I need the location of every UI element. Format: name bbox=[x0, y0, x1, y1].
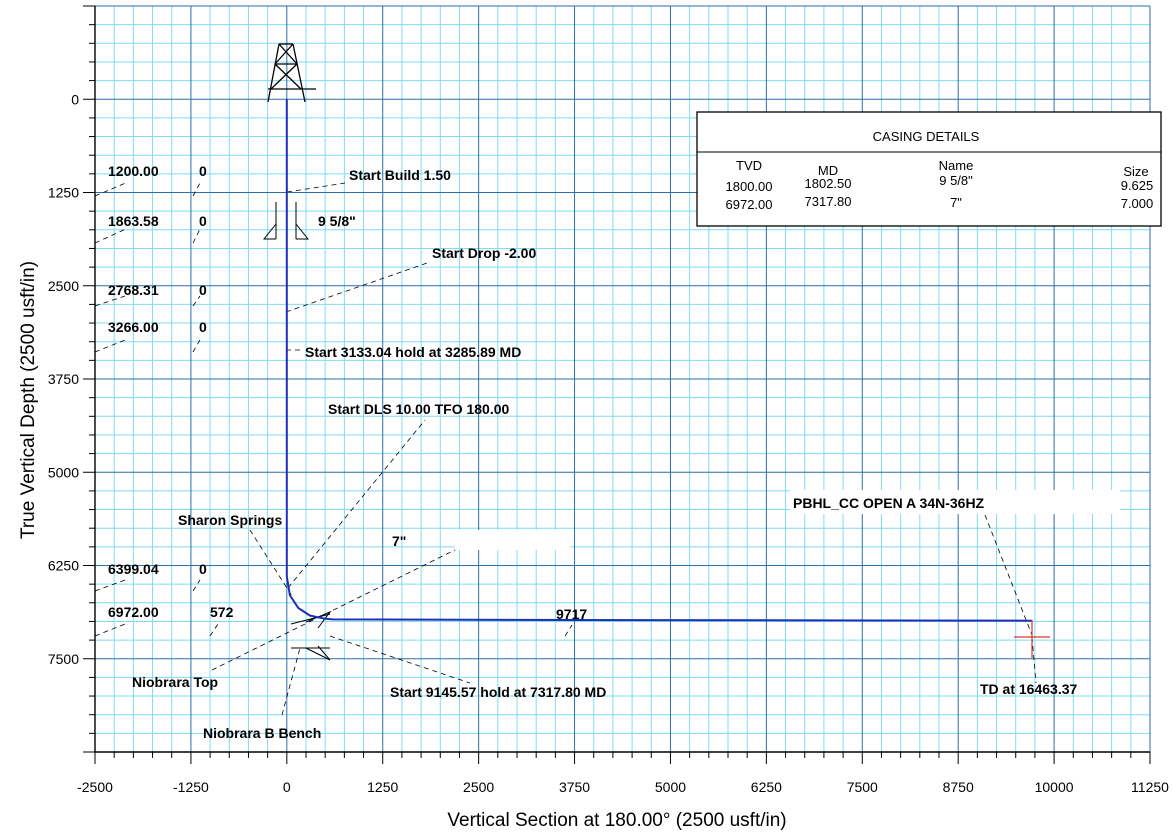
x-tick-label: 7500 bbox=[847, 779, 878, 795]
y-tick-label: 5000 bbox=[48, 464, 79, 480]
target-marker-icon bbox=[1014, 620, 1050, 658]
casing-shoe-9-5-8-icon bbox=[262, 202, 310, 240]
masked-label-box bbox=[455, 530, 570, 550]
y-axis-title: True Vertical Depth (2500 usft/in) bbox=[18, 261, 39, 539]
x-tick-label: 2500 bbox=[463, 779, 494, 795]
station-vs: 572 bbox=[210, 604, 234, 620]
station-tvd: 6972.00 bbox=[108, 604, 159, 620]
rig-icon bbox=[267, 43, 316, 103]
target-label-box bbox=[790, 490, 1120, 514]
casing-cell: 7" bbox=[950, 195, 962, 210]
station-tvd: 1863.58 bbox=[108, 213, 159, 229]
casing-details-table: CASING DETAILS TVD MD Name Size 1800.00 … bbox=[696, 111, 1162, 227]
tick-labels: -2500 -1250 0 1250 2500 3750 5000 6250 7500 8750 1… bbox=[48, 91, 1169, 795]
x-tick-label: 8750 bbox=[943, 779, 974, 795]
x-tick-label: 1250 bbox=[367, 779, 398, 795]
station-tvd: 1200.00 bbox=[108, 163, 159, 179]
casing-cell: 9.625 bbox=[1121, 178, 1154, 193]
y-tick-label: 3750 bbox=[48, 371, 79, 387]
y-tick-label: 2500 bbox=[48, 278, 79, 294]
casing-label-9-5-8: 9 5/8" bbox=[318, 213, 356, 229]
y-tick-label: 1250 bbox=[48, 185, 79, 201]
station-vs: 0 bbox=[199, 163, 207, 179]
station-vs: 0 bbox=[199, 561, 207, 577]
casing-shoe-7-icon bbox=[290, 610, 332, 661]
niobrara-b-bench-label: Niobrara B Bench bbox=[203, 725, 321, 741]
axes bbox=[83, 5, 1151, 764]
x-tick-label: 5000 bbox=[655, 779, 686, 795]
x-tick-label: 10000 bbox=[1035, 779, 1074, 795]
station-tvd: 2768.31 bbox=[108, 282, 159, 298]
niobrara-top-label: Niobrara Top bbox=[132, 674, 218, 690]
x-tick-label: 3750 bbox=[559, 779, 590, 795]
casing-label-7: 7" bbox=[392, 533, 406, 549]
leader-lines bbox=[94, 181, 1037, 716]
y-tick-label: 7500 bbox=[48, 651, 79, 667]
y-tick-label: 0 bbox=[71, 91, 79, 107]
x-tick-label: 0 bbox=[283, 779, 291, 795]
section-distance-label: 9717 bbox=[556, 606, 587, 622]
start-dls-label: Start DLS 10.00 TFO 180.00 bbox=[328, 401, 510, 417]
x-tick-label: 11250 bbox=[1131, 779, 1169, 795]
station-vs: 0 bbox=[199, 319, 207, 335]
casing-header-size: Size bbox=[1123, 164, 1148, 179]
station-tvd: 6399.04 bbox=[108, 561, 159, 577]
start-build-label: Start Build 1.50 bbox=[349, 167, 451, 183]
x-axis-title: Vertical Section at 180.00° (2500 usft/i… bbox=[447, 810, 786, 831]
x-tick-label: -1250 bbox=[173, 779, 209, 795]
path-annotations: Start Build 1.50 9 5/8" Start Drop -2.00… bbox=[132, 167, 1120, 741]
casing-cell: 1800.00 bbox=[726, 179, 773, 194]
sharon-springs-label: Sharon Springs bbox=[178, 512, 282, 528]
target-label: PBHL_CC OPEN A 34N-36HZ bbox=[793, 495, 985, 511]
casing-table-title: CASING DETAILS bbox=[873, 129, 980, 144]
td-label: TD at 16463.37 bbox=[980, 681, 1077, 697]
casing-cell: 9 5/8" bbox=[939, 173, 973, 188]
x-tick-label: -2500 bbox=[77, 779, 113, 795]
casing-header-md: MD bbox=[818, 163, 838, 178]
start-hold-label-1: Start 3133.04 hold at 3285.89 MD bbox=[305, 344, 521, 360]
casing-cell: 7317.80 bbox=[805, 194, 852, 209]
y-tick-label: 6250 bbox=[48, 558, 79, 574]
start-drop-label: Start Drop -2.00 bbox=[432, 245, 536, 261]
casing-cell: 6972.00 bbox=[726, 197, 773, 212]
casing-cell: 1802.50 bbox=[805, 176, 852, 191]
casing-header-tvd: TVD bbox=[736, 158, 762, 173]
casing-header-name: Name bbox=[939, 158, 974, 173]
start-hold-label-2: Start 9145.57 hold at 7317.80 MD bbox=[390, 684, 606, 700]
well-path-line bbox=[285, 99, 1033, 622]
casing-cell: 7.000 bbox=[1121, 196, 1154, 211]
station-vs: 0 bbox=[199, 213, 207, 229]
x-tick-label: 6250 bbox=[751, 779, 782, 795]
station-vs: 0 bbox=[199, 282, 207, 298]
station-tvd: 3266.00 bbox=[108, 319, 159, 335]
station-annotations: 1200.00 0 1863.58 0 2768.31 0 3266.00 0 … bbox=[108, 163, 234, 620]
